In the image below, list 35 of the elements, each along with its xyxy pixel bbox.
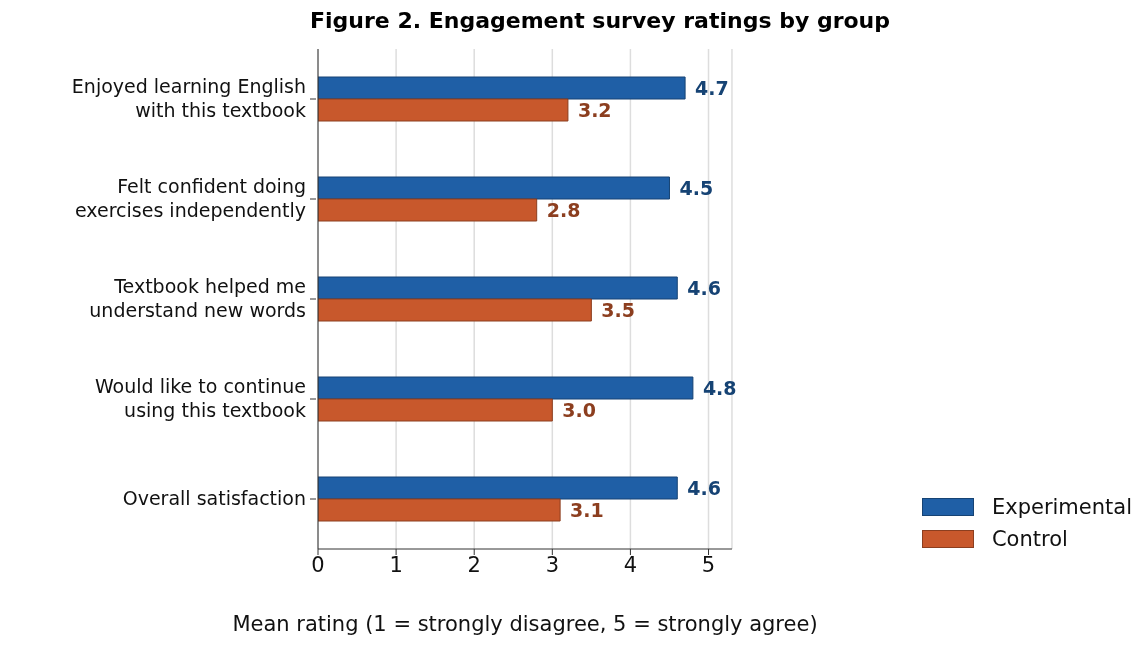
y-tick-label: Enjoyed learning English with this textbook: [71, 75, 306, 121]
bar: [318, 98, 569, 122]
x-tick-label: 2: [467, 552, 481, 577]
data-label: 4.6: [687, 277, 721, 299]
y-tick-label: Textbook helped me understand new words: [89, 275, 306, 321]
data-label: 3.1: [570, 499, 604, 521]
data-label: 4.6: [687, 477, 721, 499]
bar: [318, 176, 670, 200]
y-tick-label: Would like to continue using this textbook: [94, 375, 306, 421]
legend-label: Control: [991, 527, 1068, 551]
data-label: 3.0: [562, 399, 596, 421]
legend-label: Experimental: [991, 495, 1132, 519]
data-label: 3.2: [577, 99, 612, 121]
bar: [318, 298, 592, 322]
bar: [318, 476, 678, 500]
data-label: 4.8: [702, 377, 737, 399]
y-tick-label: Overall satisfaction: [122, 487, 306, 509]
data-label: 4.5: [679, 177, 714, 199]
x-tick-label: 0: [311, 552, 325, 577]
bar: [318, 76, 686, 100]
bar: [318, 198, 538, 222]
bar: [318, 376, 694, 400]
data-label: 4.7: [695, 77, 729, 99]
bar: [318, 398, 553, 422]
bar: [318, 498, 561, 522]
x-axis-title: Mean rating (1 = strongly disagree, 5 = strongly agree): [232, 612, 818, 636]
bar: [318, 276, 678, 300]
data-label: 2.8: [546, 199, 581, 221]
x-tick-label: 4: [623, 552, 638, 577]
y-tick-label: Felt confident doing exercises independently: [75, 175, 306, 221]
data-label: 3.5: [601, 299, 636, 321]
chart-title: Figure 2. Engagement survey ratings by group: [309, 8, 891, 33]
x-tick-label: 5: [701, 552, 716, 577]
x-tick-label: 3: [545, 552, 559, 577]
x-tick-label: 1: [389, 552, 403, 577]
